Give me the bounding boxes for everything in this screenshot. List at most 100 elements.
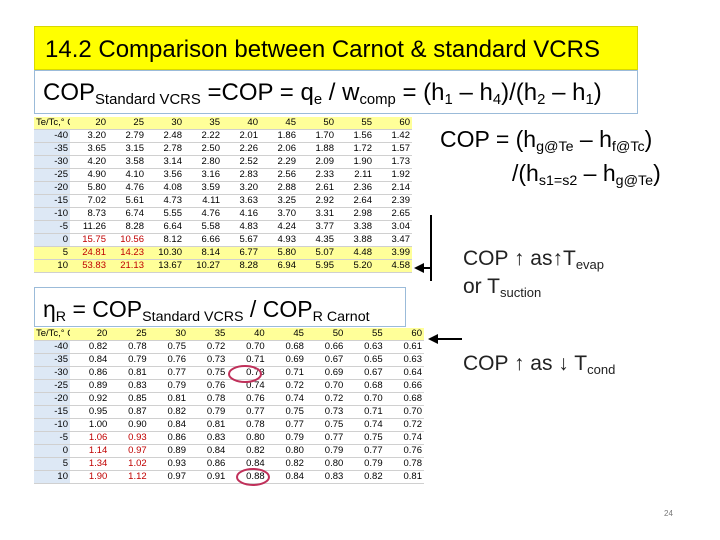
table-cell: 3.99: [374, 246, 412, 260]
table-cell: 10.56: [108, 233, 146, 247]
arrow-to-table2-head: [428, 334, 438, 344]
table-cell: 3.59: [184, 181, 222, 195]
column-header: 45: [260, 117, 298, 130]
table-cell: 0.82: [227, 444, 267, 458]
column-header: 60: [374, 117, 412, 130]
table-row: -30 4.20 3.58 3.14 2.80 2.52 2.29 2.09 1.90 1.73: [34, 155, 412, 169]
divider-arrow-line: [430, 215, 432, 281]
table-cell: 0.76: [227, 392, 267, 406]
row-header: -20: [34, 181, 70, 195]
table-row: -40 0.82 0.78 0.75 0.72 0.70 0.68 0.66 0.63 0.61: [34, 340, 424, 354]
column-header: 50: [305, 328, 346, 341]
table-cell: 1.72: [336, 142, 374, 156]
table-cell: 0.84: [227, 457, 267, 471]
table-cell: 0.97: [148, 470, 188, 484]
table-cell: 1.02: [109, 457, 149, 471]
table-row: 10 1.90 1.12 0.97 0.91 0.88 0.84 0.83 0.82 0.81: [34, 470, 424, 484]
table-row: -10 1.00 0.90 0.84 0.81 0.78 0.77 0.75 0.74 0.72: [34, 418, 424, 432]
table-cell: 1.57: [374, 142, 412, 156]
highlight-circle-0-73: [228, 365, 262, 383]
table-row: -15 0.95 0.87 0.82 0.79 0.77 0.75 0.73 0.71 0.70: [34, 405, 424, 419]
table-cell: 4.73: [146, 194, 184, 208]
table-cell: 0.97: [109, 444, 149, 458]
table-cell: 3.15: [108, 142, 146, 156]
table-cell: 2.78: [146, 142, 184, 156]
row-header: 0: [34, 444, 70, 458]
column-header: 55: [336, 117, 374, 130]
table-cell: 0.82: [70, 340, 110, 354]
table-cell: 0.82: [148, 405, 188, 419]
table-cell: 0.75: [187, 366, 228, 380]
table-cell: 0.64: [384, 366, 424, 380]
table-cell: 4.93: [260, 233, 298, 247]
table-cell: 3.14: [146, 155, 184, 169]
table-cell: 1.42: [374, 129, 412, 143]
table-cell: 2.33: [298, 168, 336, 182]
table-cell: 2.36: [336, 181, 374, 195]
table-cell: 1.92: [374, 168, 412, 182]
table-cell: 0.81: [109, 366, 149, 380]
table-cell: 2.11: [336, 168, 374, 182]
title-banner: 14.2 Comparison between Carnot & standar…: [34, 26, 638, 70]
table-cell: 2.52: [222, 155, 260, 169]
table-cell: 0.91: [187, 470, 228, 484]
cop-standard-formula-box: COPStandard VCRS =COP = qe / wcomp = (h1…: [34, 70, 638, 114]
table-cell: 0.67: [345, 366, 385, 380]
table-cell: 0.78: [109, 340, 149, 354]
table-cell: 4.08: [146, 181, 184, 195]
row-header: -5: [34, 220, 70, 234]
table-cell: 0.84: [70, 353, 110, 367]
table-cell: 0.89: [148, 444, 188, 458]
table-cell: 0.71: [266, 366, 306, 380]
table-cell: 3.56: [146, 168, 184, 182]
table-cell: 0.84: [187, 444, 228, 458]
table-cell: 2.48: [146, 129, 184, 143]
table-cell: 0.80: [227, 431, 267, 445]
table-cell: 0.81: [187, 418, 228, 432]
table-row: 5 24.81 14.23 10.30 8.14 6.77 5.80 5.07 4.48 3.99: [34, 246, 412, 260]
column-header: 35: [187, 328, 228, 341]
table-row: -20 0.92 0.85 0.81 0.78 0.76 0.74 0.72 0.70 0.68: [34, 392, 424, 406]
table-cell: 0.74: [345, 418, 385, 432]
table-cell: 0.92: [70, 392, 110, 406]
table-cell: 0.81: [384, 470, 424, 484]
table-cell: 6.77: [222, 246, 260, 260]
table-cell: 0.90: [109, 418, 149, 432]
table-cell: 0.93: [148, 457, 188, 471]
slide-number: 24: [664, 509, 673, 518]
slide-title: 14.2 Comparison between Carnot & standar…: [45, 36, 600, 63]
column-header: 25: [108, 117, 146, 130]
table-row: 5 1.34 1.02 0.93 0.86 0.84 0.82 0.80 0.79 0.78: [34, 457, 424, 471]
table-cell: 3.20: [70, 129, 108, 143]
table-cell: 0.78: [384, 457, 424, 471]
table-cell: 0.95: [70, 405, 110, 419]
table-cell: 3.04: [374, 220, 412, 234]
table-cell: 24.81: [70, 246, 108, 260]
table-cell: 3.63: [222, 194, 260, 208]
row-header: 10: [34, 259, 70, 273]
table-cell: 2.14: [374, 181, 412, 195]
table-cell: 2.26: [222, 142, 260, 156]
table-cell: 8.73: [70, 207, 108, 221]
table-cell: 14.23: [108, 246, 146, 260]
table-cell: 0.70: [227, 340, 267, 354]
table-cell: 0.70: [345, 392, 385, 406]
table-cell: 4.24: [260, 220, 298, 234]
column-header: 40: [222, 117, 260, 130]
efficiency-ratio-table: Te/Tc,° C202530354045505560 -400.820.780…: [34, 328, 424, 484]
table-cell: 5.20: [336, 259, 374, 273]
table-cell: 1.12: [109, 470, 149, 484]
table-corner-header: Te/Tc,° C: [34, 328, 70, 341]
table-cell: 6.64: [146, 220, 184, 234]
table-cell: 0.76: [384, 444, 424, 458]
table-cell: 2.29: [260, 155, 298, 169]
table-cell: 1.34: [70, 457, 110, 471]
table-cell: 2.09: [298, 155, 336, 169]
table-cell: 21.13: [108, 259, 146, 273]
table-cell: 0.75: [148, 340, 188, 354]
table-cell: 0.86: [187, 457, 228, 471]
table-cell: 0.70: [305, 379, 346, 393]
table-cell: 0.77: [305, 431, 346, 445]
table-cell: 0.80: [266, 444, 306, 458]
